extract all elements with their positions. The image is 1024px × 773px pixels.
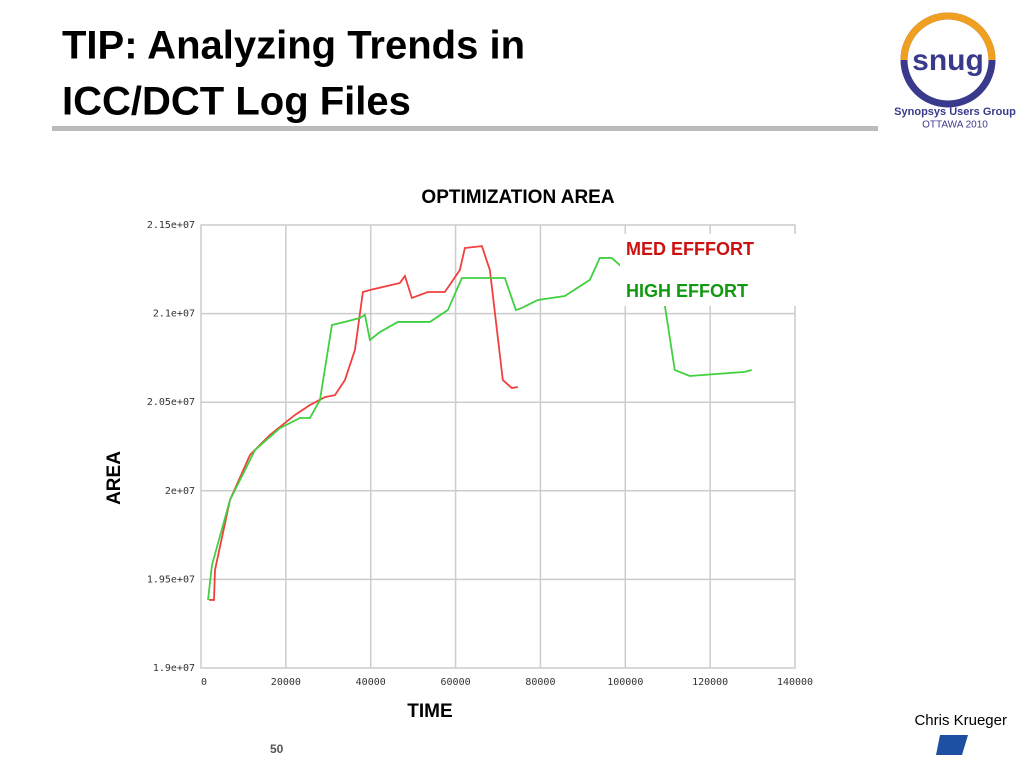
logo-caption: Synopsys Users Group	[894, 106, 1016, 118]
chart-title: OPTIMIZATION AREA	[421, 187, 614, 208]
logo: snug	[912, 44, 984, 77]
y-tick-label: 2.15e+07	[147, 220, 195, 231]
y-axis-label: AREA	[104, 451, 125, 505]
legend	[620, 234, 796, 306]
y-tick-label: 2e+07	[165, 486, 195, 497]
x-tick-label: 140000	[777, 677, 813, 688]
logo-event: OTTAWA 2010	[922, 120, 988, 131]
x-tick-label: 80000	[525, 677, 555, 688]
legend-entry: MED EFFFORT	[626, 239, 754, 259]
rule	[52, 126, 878, 131]
x-tick-label: 100000	[607, 677, 643, 688]
x-tick-label: 120000	[692, 677, 728, 688]
title: ICC/DCT Log Files	[62, 80, 411, 124]
page-number: 50	[270, 742, 284, 756]
y-tick-label: 1.9e+07	[153, 663, 195, 674]
series-line	[207, 257, 752, 601]
title: TIP: Analyzing Trends in	[62, 24, 525, 68]
y-tick-label: 2.05e+07	[147, 397, 195, 408]
x-axis-label: TIME	[407, 701, 452, 722]
x-tick-label: 20000	[271, 677, 301, 688]
x-tick-label: 0	[201, 677, 207, 688]
x-tick-label: 60000	[441, 677, 471, 688]
logo-ring	[900, 12, 996, 61]
author: Chris Krueger	[914, 712, 1007, 729]
st-logo	[936, 735, 968, 755]
x-tick-label: 40000	[356, 677, 386, 688]
y-tick-label: 1.95e+07	[147, 574, 195, 585]
plot: 1.9e+07 1.95e+07 2e+07 2.05e+07 2.1e+07 2.15e…	[147, 220, 813, 688]
legend-entry: HIGH EFFORT	[626, 281, 748, 301]
y-tick-label: 2.1e+07	[153, 309, 195, 320]
